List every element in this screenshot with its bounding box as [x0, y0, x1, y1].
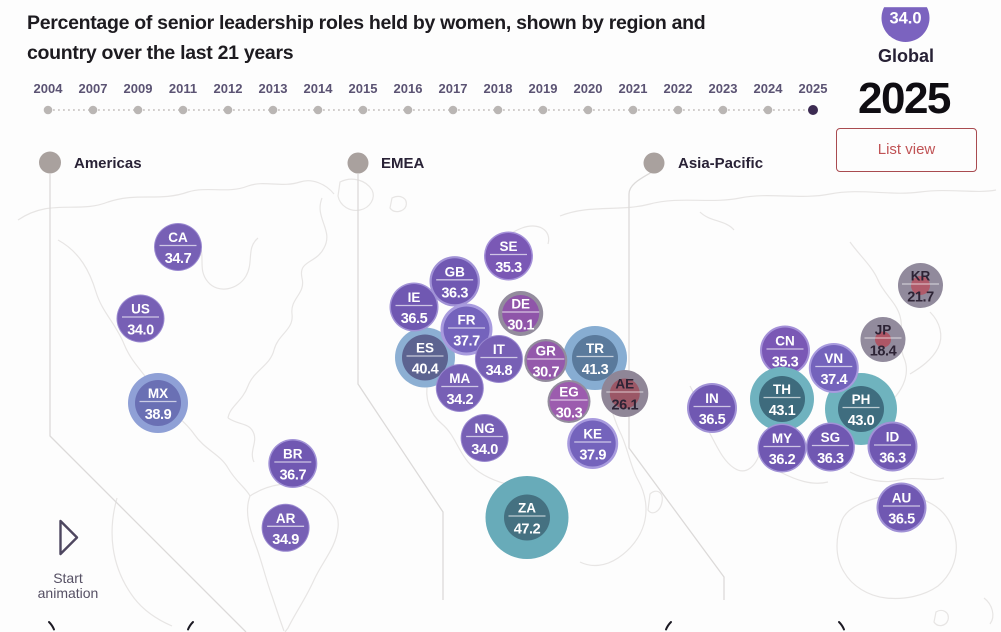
svg-text:IN: IN: [705, 391, 719, 406]
svg-text:FR: FR: [458, 313, 476, 328]
svg-text:MA: MA: [449, 371, 470, 386]
svg-text:KE: KE: [583, 427, 602, 442]
svg-text:34.2: 34.2: [446, 392, 473, 408]
svg-text:IE: IE: [408, 290, 421, 305]
svg-text:34.9: 34.9: [272, 532, 299, 548]
svg-text:35.3: 35.3: [772, 355, 799, 371]
svg-text:MY: MY: [772, 431, 792, 446]
svg-text:AR: AR: [276, 511, 296, 526]
svg-text:36.5: 36.5: [888, 512, 915, 528]
svg-text:JP: JP: [875, 323, 892, 338]
svg-text:21.7: 21.7: [907, 290, 934, 306]
svg-text:34.8: 34.8: [486, 363, 513, 379]
svg-text:BR: BR: [283, 447, 303, 462]
svg-text:43.1: 43.1: [769, 403, 796, 419]
svg-text:34.7: 34.7: [165, 251, 192, 267]
svg-text:18.4: 18.4: [870, 344, 897, 360]
svg-text:ZA: ZA: [518, 501, 536, 516]
svg-text:30.7: 30.7: [532, 365, 559, 381]
svg-text:41.3: 41.3: [582, 362, 609, 378]
svg-text:GB: GB: [445, 264, 466, 279]
svg-text:EG: EG: [559, 385, 579, 400]
svg-text:36.3: 36.3: [817, 451, 844, 467]
svg-text:SG: SG: [821, 430, 841, 445]
svg-text:36.3: 36.3: [441, 285, 468, 301]
svg-text:CN: CN: [775, 334, 795, 349]
svg-text:34.0: 34.0: [127, 323, 154, 339]
svg-text:35.3: 35.3: [495, 260, 522, 276]
svg-text:36.7: 36.7: [279, 468, 306, 484]
svg-text:DE: DE: [511, 297, 530, 312]
svg-text:26.1: 26.1: [611, 398, 638, 414]
svg-text:CA: CA: [168, 230, 188, 245]
svg-text:43.0: 43.0: [848, 413, 875, 429]
svg-text:KR: KR: [911, 269, 931, 284]
svg-text:GR: GR: [536, 344, 557, 359]
svg-text:36.5: 36.5: [401, 311, 428, 327]
svg-text:36.5: 36.5: [699, 412, 726, 428]
svg-text:MX: MX: [148, 386, 168, 401]
svg-text:IT: IT: [493, 342, 506, 357]
svg-text:30.3: 30.3: [556, 406, 583, 422]
svg-text:38.9: 38.9: [145, 407, 172, 423]
svg-text:36.3: 36.3: [879, 451, 906, 467]
svg-text:37.7: 37.7: [453, 334, 480, 350]
svg-text:SE: SE: [499, 239, 517, 254]
svg-text:AE: AE: [615, 377, 634, 392]
svg-text:40.4: 40.4: [412, 362, 439, 378]
svg-text:34.0: 34.0: [889, 10, 921, 28]
svg-text:34.0: 34.0: [471, 442, 498, 458]
svg-text:47.2: 47.2: [514, 522, 541, 538]
svg-text:TR: TR: [586, 341, 604, 356]
svg-text:37.9: 37.9: [579, 448, 606, 464]
svg-text:ES: ES: [416, 341, 434, 356]
svg-text:TH: TH: [773, 382, 791, 397]
svg-text:PH: PH: [852, 392, 871, 407]
svg-text:ID: ID: [886, 430, 900, 445]
svg-text:37.4: 37.4: [820, 372, 847, 388]
svg-text:VN: VN: [824, 351, 843, 366]
svg-text:US: US: [131, 302, 150, 317]
svg-text:30.1: 30.1: [507, 318, 534, 334]
svg-text:AU: AU: [892, 491, 912, 506]
svg-text:NG: NG: [474, 421, 494, 436]
svg-text:36.2: 36.2: [769, 452, 796, 468]
